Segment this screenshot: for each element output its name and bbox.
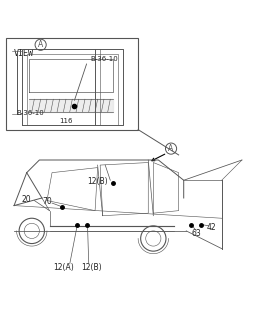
Text: 63: 63 [191,229,201,238]
Text: 12(A): 12(A) [53,263,74,272]
Text: B-36-10: B-36-10 [17,110,44,116]
Bar [6,38,138,130]
Text: VIEW: VIEW [14,49,34,58]
Text: 12(B): 12(B) [87,177,108,186]
Text: A: A [168,144,174,153]
Text: B-36-10: B-36-10 [90,56,118,62]
Text: 42: 42 [207,223,216,232]
Text: 12(B): 12(B) [81,263,102,272]
Text: 116: 116 [59,118,73,124]
Text: A: A [38,40,43,49]
Text: 20: 20 [22,195,31,204]
Text: 70: 70 [42,197,52,206]
